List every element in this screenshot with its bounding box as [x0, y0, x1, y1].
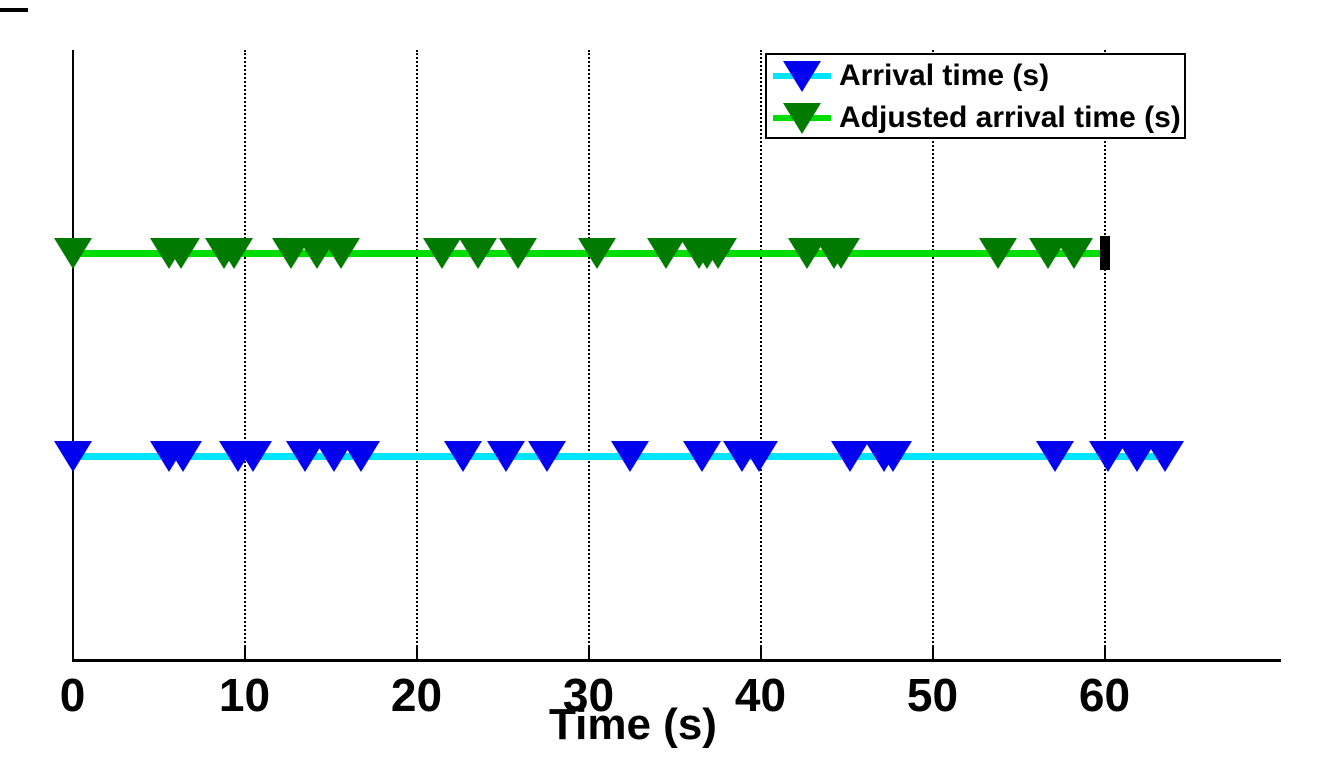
x-tick-label-40: 40	[734, 669, 787, 721]
arrival-marker	[610, 441, 649, 472]
adjusted-arrival-marker	[646, 238, 685, 269]
x-tick-40	[759, 646, 762, 659]
arrival-marker	[528, 441, 567, 472]
x-tick-label-50: 50	[906, 669, 959, 721]
gridline-30	[587, 50, 590, 659]
legend-item-adjusted-arrival: Adjusted arrival time (s)	[767, 97, 1184, 139]
triangle-down-icon	[783, 61, 821, 92]
arrival-marker	[1145, 441, 1184, 472]
legend-label-adjusted-arrival: Adjusted arrival time (s)	[839, 101, 1181, 134]
adjusted-arrival-marker	[215, 238, 254, 269]
adjusted-arrival-marker	[1054, 238, 1093, 269]
x-axis-title: Time (s)	[549, 700, 717, 749]
x-tick-50	[931, 646, 934, 659]
legend-label-arrival: Arrival time (s)	[839, 59, 1050, 92]
legend-marker-adjusted-arrival	[767, 97, 839, 139]
window-crop-artifact	[0, 8, 28, 12]
adjusted-arrival-marker	[978, 238, 1017, 269]
arrival-marker	[486, 441, 525, 472]
series-end-marker	[1099, 236, 1110, 270]
gridline-40	[759, 50, 762, 659]
gridline-20	[415, 50, 418, 659]
arrival-marker	[234, 441, 273, 472]
arrival-marker	[739, 441, 778, 472]
adjusted-arrival-marker	[498, 238, 537, 269]
arrival-marker	[830, 441, 869, 472]
x-tick-10	[243, 646, 246, 659]
arrival-marker	[342, 441, 381, 472]
legend-marker-arrival	[767, 55, 839, 97]
y-axis-line	[71, 50, 74, 661]
gridline-60	[1103, 50, 1106, 659]
x-tick-20	[415, 646, 418, 659]
adjusted-arrival-marker	[321, 238, 360, 269]
adjusted-arrival-marker	[53, 238, 92, 269]
arrival-marker	[443, 441, 482, 472]
arrival-marker	[873, 441, 912, 472]
x-tick-label-10: 10	[218, 669, 271, 721]
adjusted-arrival-marker	[161, 238, 200, 269]
triangle-down-icon	[783, 103, 821, 134]
adjusted-arrival-marker	[578, 238, 617, 269]
legend: Arrival time (s) Adjusted arrival time (…	[765, 53, 1186, 139]
adjusted-arrival-marker	[822, 238, 861, 269]
arrival-marker	[1035, 441, 1074, 472]
x-tick-60	[1103, 646, 1106, 659]
gridline-50	[931, 50, 934, 659]
arrival-marker	[53, 441, 92, 472]
adjusted-arrival-marker	[698, 238, 737, 269]
x-tick-label-30: 30	[562, 669, 615, 721]
adjusted-arrival-marker	[459, 238, 498, 269]
arrival-marker	[683, 441, 722, 472]
x-tick-30	[587, 646, 590, 659]
x-tick-label-20: 20	[390, 669, 443, 721]
gridline-10	[243, 50, 246, 659]
x-tick-label-0: 0	[59, 669, 86, 721]
adjusted-arrival-marker	[423, 238, 462, 269]
x-axis-line	[71, 659, 1281, 662]
legend-item-arrival: Arrival time (s)	[767, 55, 1184, 97]
x-tick-label-60: 60	[1078, 669, 1131, 721]
arrival-marker	[163, 441, 202, 472]
